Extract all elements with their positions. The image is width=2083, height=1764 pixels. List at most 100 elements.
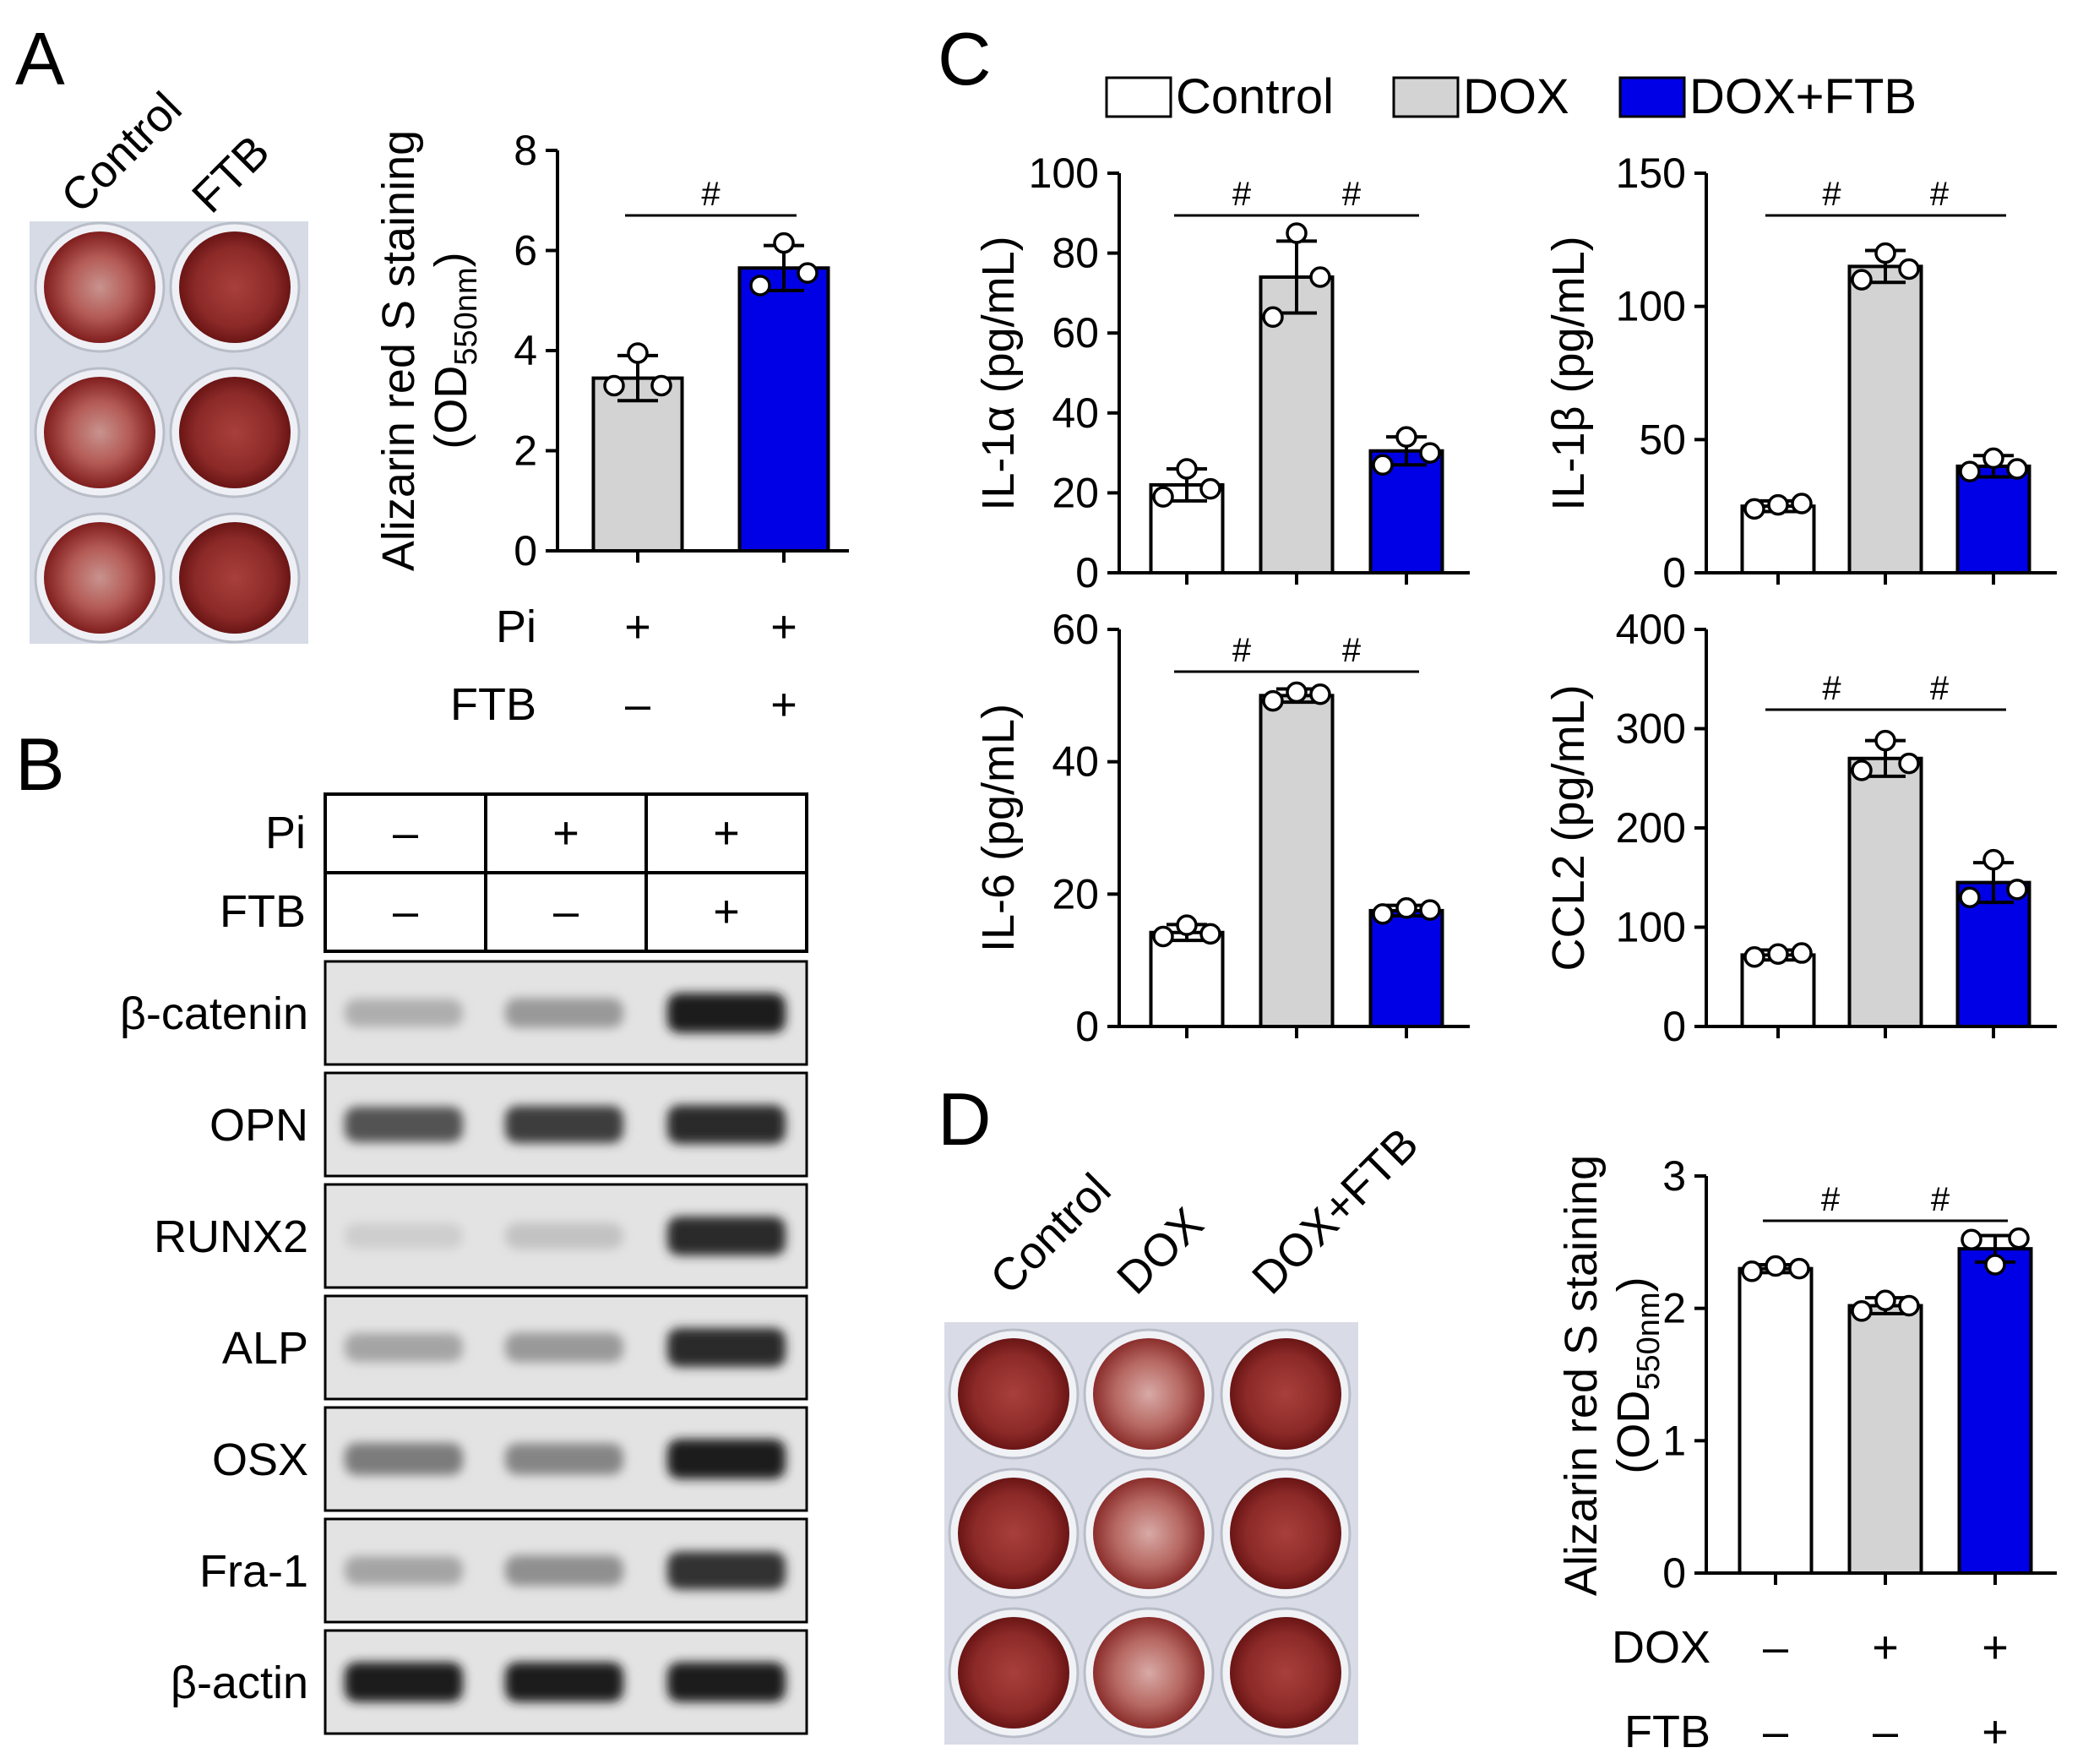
chart-d-condition-table: DOX FTB – + + – – + xyxy=(1612,1622,2009,1757)
y-tick-label: 4 xyxy=(514,327,537,374)
data-point xyxy=(1982,848,2004,871)
blot-band xyxy=(667,1328,786,1367)
chart-c-il6: 0 20 40 60 IL-6 (pg/mL) # # xyxy=(973,606,1470,1050)
y-tick-label: 0 xyxy=(1662,1549,1686,1597)
blot-band xyxy=(505,1662,623,1702)
data-point xyxy=(2008,1227,2030,1250)
y-tick-label: 150 xyxy=(1616,150,1686,197)
blot-header-sign: – xyxy=(393,886,418,937)
y-axis-label-unit-suffix: ) xyxy=(1608,1277,1659,1292)
data-point xyxy=(1743,498,1765,520)
data-point xyxy=(1419,899,1441,921)
chart-d-sign: + xyxy=(1982,1622,2009,1673)
blot-label: β-actin xyxy=(171,1658,308,1708)
data-point xyxy=(1152,486,1174,508)
blot-header-sign: – xyxy=(553,886,579,937)
data-point xyxy=(1395,426,1417,448)
blot-band xyxy=(505,1443,623,1475)
plate-a-label-ftb: FTB xyxy=(182,126,280,223)
plate-well xyxy=(179,231,291,343)
chart-a-sign: + xyxy=(624,602,651,652)
y-tick-label: 2 xyxy=(1662,1285,1686,1332)
y-tick-label: 6 xyxy=(514,227,537,275)
blot-header-sign: + xyxy=(552,808,579,858)
data-point xyxy=(1176,458,1198,480)
plate-well xyxy=(1230,1338,1341,1450)
data-point xyxy=(773,231,795,254)
blot-label: Fra-1 xyxy=(199,1546,308,1597)
data-point xyxy=(1898,258,1920,280)
bar xyxy=(1259,694,1335,1028)
data-point xyxy=(1152,925,1174,948)
plate-d-label-dox-ftb: DOX+FTB xyxy=(1243,1119,1428,1304)
data-point xyxy=(1309,266,1331,288)
y-tick-label: 50 xyxy=(1639,416,1686,463)
chart-d-sign: – xyxy=(1873,1707,1898,1757)
plate-well xyxy=(179,377,291,488)
blot-band xyxy=(667,1105,786,1144)
panel-label-b: B xyxy=(15,722,65,806)
blot-header-label-pi: Pi xyxy=(265,808,306,858)
significance-label: # xyxy=(1232,632,1252,669)
plate-well xyxy=(1093,1338,1205,1450)
panel-c-legend: Control DOX DOX+FTB xyxy=(1105,69,1917,124)
legend-label-control: Control xyxy=(1176,69,1334,124)
blot-band xyxy=(667,1439,786,1479)
y-tick-label: 80 xyxy=(1052,230,1099,277)
plate-well xyxy=(1230,1478,1341,1589)
chart-a-sign: + xyxy=(770,602,797,652)
chart-a-row-label-pi: Pi xyxy=(496,602,536,652)
significance-label: # xyxy=(1822,176,1841,213)
blot-band xyxy=(345,1333,463,1362)
bar xyxy=(1368,908,1444,1028)
blot-header-sign: + xyxy=(713,808,740,858)
data-point xyxy=(1309,683,1331,705)
y-axis-label-unit-suffix: ) xyxy=(426,252,476,267)
plate-d-label-dox: DOX xyxy=(1107,1198,1213,1304)
y-axis-label-unit-subscript: 550nm xyxy=(1631,1292,1667,1390)
y-tick-label: 400 xyxy=(1616,606,1686,653)
bar xyxy=(1957,1247,2033,1575)
significance-label: # xyxy=(1930,176,1950,213)
chart-d-row-label-ftb: FTB xyxy=(1624,1707,1710,1757)
significance-label: # xyxy=(701,176,721,213)
data-point xyxy=(1851,760,1873,781)
legend-swatch-dox xyxy=(1392,76,1460,118)
blot-band xyxy=(345,1107,463,1142)
blot-band xyxy=(345,1556,463,1585)
significance-label: # xyxy=(1232,176,1252,213)
y-tick-label: 100 xyxy=(1029,150,1099,197)
data-point xyxy=(1741,1260,1763,1282)
data-point xyxy=(1767,943,1789,965)
data-point xyxy=(1419,442,1441,464)
plate-well xyxy=(179,522,291,634)
data-point xyxy=(1372,903,1394,925)
data-point xyxy=(2006,458,2028,480)
significance-label: # xyxy=(1822,670,1841,707)
chart-a-sign: – xyxy=(625,679,650,730)
data-point xyxy=(1791,942,1813,964)
plate-a-label-control: Control xyxy=(52,83,192,223)
data-point xyxy=(1788,1257,1810,1280)
y-axis-label: CCL2 (pg/mL) xyxy=(1543,684,1594,971)
y-tick-label: 8 xyxy=(514,127,537,174)
y-tick-label: 0 xyxy=(1075,549,1099,596)
data-point xyxy=(1898,1294,1920,1317)
panel-b-blot: Pi FTB – + + – – + β-catenin OPN RUNX2 ALP O… xyxy=(120,792,808,1735)
legend-swatch-dox-ftb xyxy=(1618,76,1686,118)
blot-header-sign: + xyxy=(713,886,740,937)
y-tick-label: 1 xyxy=(1662,1417,1686,1464)
y-tick-label: 0 xyxy=(1662,1003,1686,1050)
chart-d-sign: + xyxy=(1982,1707,2009,1757)
y-tick-label: 100 xyxy=(1616,904,1686,951)
chart-a-condition-table: Pi FTB + + – + xyxy=(450,602,797,730)
data-point xyxy=(1874,242,1896,264)
blot-label: β-catenin xyxy=(120,988,308,1039)
blot-header-table: Pi FTB – + + – – + xyxy=(220,792,808,953)
blot-band xyxy=(345,999,463,1027)
chart-d-sign: – xyxy=(1763,1622,1788,1673)
y-tick-label: 2 xyxy=(514,427,537,475)
y-axis-label-unit: (OD550nm) xyxy=(426,252,484,449)
